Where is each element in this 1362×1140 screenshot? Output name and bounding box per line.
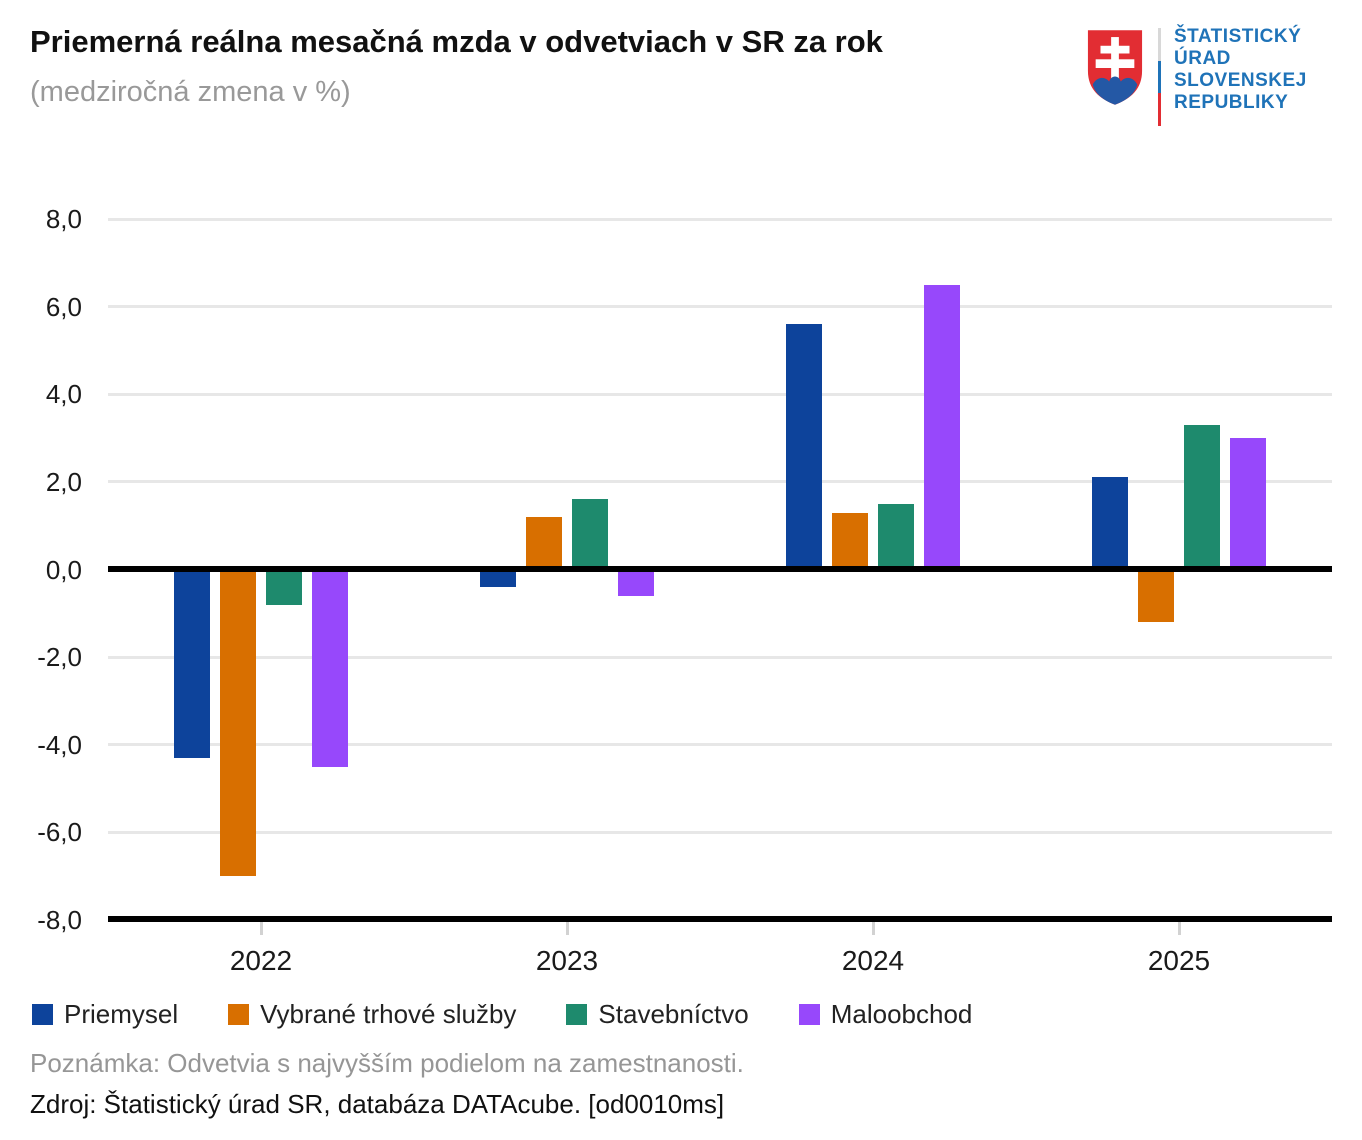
legend-label: Priemysel xyxy=(64,999,179,1029)
bar-vybrane-trhove-sluzby-2022 xyxy=(220,569,256,877)
legend-swatch-priemysel xyxy=(32,1004,53,1025)
legend-label: Maloobchod xyxy=(830,999,973,1029)
logo-text-line: SLOVENSKEJ xyxy=(1174,70,1307,91)
legend-swatch-vybrane-trhove-sluzby xyxy=(228,1004,250,1025)
gridline xyxy=(108,743,1332,747)
bar-maloobchod-2022 xyxy=(312,569,348,767)
bar-priemysel-2024 xyxy=(786,324,822,570)
logo-text-line: ÚRAD xyxy=(1174,48,1231,69)
x-axis-tick xyxy=(259,922,263,935)
y-axis-label: -6,0 xyxy=(37,817,82,848)
gridline xyxy=(108,830,1332,834)
logo-text-line: ŠTATISTICKÝ xyxy=(1174,26,1302,47)
x-axis-tick xyxy=(565,922,569,935)
legend-label: Vybrané trhové služby xyxy=(260,999,517,1029)
gridline xyxy=(108,392,1332,396)
page-subtitle: (medziročná zmena v %) xyxy=(30,76,351,108)
gridline xyxy=(108,480,1332,484)
y-axis-label: -2,0 xyxy=(37,642,82,673)
separator-red-segment xyxy=(1158,93,1161,127)
y-axis-label: -8,0 xyxy=(37,905,82,935)
y-axis-label: 2,0 xyxy=(45,466,82,497)
bar-priemysel-2022 xyxy=(174,569,210,758)
y-axis-label: 8,0 xyxy=(45,204,82,234)
bar-priemysel-2023 xyxy=(480,569,516,588)
gridline xyxy=(108,217,1332,221)
slovak-coat-of-arms-icon xyxy=(1087,30,1143,105)
gridline xyxy=(108,305,1332,309)
logo-text: ŠTATISTICKÝ ÚRAD SLOVENSKEJ REPUBLIKY xyxy=(1174,26,1307,114)
x-axis-label: 2022 xyxy=(229,945,293,976)
separator-white-segment xyxy=(1158,28,1161,61)
x-axis-label: 2023 xyxy=(535,945,599,976)
chart-source: Zdroj: Štatistický úrad SR, databáza DAT… xyxy=(30,1089,725,1119)
bar-vybrane-trhove-sluzby-2023 xyxy=(526,516,562,570)
legend-label: Stavebníctvo xyxy=(598,999,749,1029)
bar-stavebnictvo-2022 xyxy=(266,569,302,605)
y-axis-label: 6,0 xyxy=(45,291,82,322)
legend-item-priemysel: Priemysel xyxy=(32,999,178,1030)
bar-stavebnictvo-2024 xyxy=(878,503,914,570)
legend-swatch-maloobchod xyxy=(798,1004,820,1025)
y-axis-label: -4,0 xyxy=(37,729,82,760)
page-title: Priemerná reálna mesačná mzda v odvetvia… xyxy=(30,24,883,59)
legend-item-stavebnictvo: Stavebníctvo xyxy=(566,999,749,1030)
statistical-office-logo: ŠTATISTICKÝ ÚRAD SLOVENSKEJ REPUBLIKY xyxy=(1086,16,1336,136)
logo-text-line: REPUBLIKY xyxy=(1174,92,1289,113)
legend-item-vybrane-trhove-sluzby: Vybrané trhové služby xyxy=(228,999,516,1030)
y-axis-label: 4,0 xyxy=(45,379,82,410)
bar-priemysel-2025 xyxy=(1092,477,1128,570)
zero-axis-line xyxy=(108,566,1332,572)
x-axis-tick xyxy=(871,922,875,935)
chart-legend: Priemysel Vybrané trhové služby Stavebníct… xyxy=(32,999,972,1030)
legend-swatch-stavebnictvo xyxy=(566,1004,588,1025)
logo-separator xyxy=(1158,28,1161,127)
bar-maloobchod-2025 xyxy=(1230,438,1266,570)
y-axis-label: 0,0 xyxy=(45,554,82,585)
bar-maloobchod-2023 xyxy=(618,569,654,596)
gridline xyxy=(108,655,1332,659)
bar-stavebnictvo-2023 xyxy=(572,499,608,570)
x-axis-line xyxy=(108,916,1332,922)
x-axis-tick xyxy=(1177,922,1181,935)
bar-vybrane-trhove-sluzby-2025 xyxy=(1138,569,1174,623)
legend-item-maloobchod: Maloobchod xyxy=(798,999,973,1030)
x-axis-label: 2024 xyxy=(841,945,905,976)
bar-vybrane-trhove-sluzby-2024 xyxy=(832,512,868,570)
separator-blue-segment xyxy=(1158,60,1161,94)
bar-maloobchod-2024 xyxy=(924,284,960,570)
plot-area: 2022 2023 2024 2025 xyxy=(108,217,1332,976)
chart-note: Poznámka: Odvetvia s najvyšším podielom … xyxy=(30,1048,744,1078)
x-axis-label: 2025 xyxy=(1147,945,1211,976)
bar-stavebnictvo-2025 xyxy=(1184,424,1220,570)
